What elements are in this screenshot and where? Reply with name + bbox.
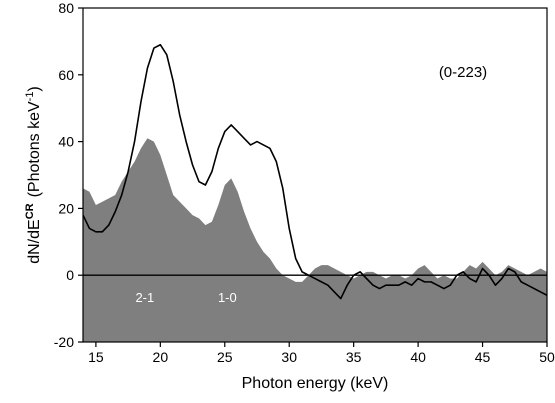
- x-tick-label: 40: [410, 349, 426, 365]
- plot-frame: [82, 7, 548, 343]
- y-axis-title: dN/dECR (Photons keV-1): [24, 86, 43, 264]
- y-tick-label: -20: [54, 334, 74, 350]
- filled-area-series: [83, 138, 547, 342]
- peak-label: 2-1: [135, 290, 154, 305]
- x-axis-title: Photon energy (keV): [242, 375, 389, 392]
- y-tick-label: 40: [58, 134, 74, 150]
- y-axis-title-superscript: CR: [24, 203, 36, 219]
- x-tick-label: 20: [153, 349, 169, 365]
- y-tick-label: 80: [58, 0, 74, 16]
- line-series: [83, 43, 547, 300]
- y-tick-label: 20: [58, 200, 74, 216]
- peak-label: 1-0: [218, 290, 237, 305]
- x-tick-label: 35: [346, 349, 362, 365]
- x-tick-label: 15: [88, 349, 104, 365]
- chart-annotation: (0-223): [439, 64, 487, 81]
- x-tick-label: 30: [281, 349, 297, 365]
- y-tick-label: 60: [58, 67, 74, 83]
- x-tick-label: 25: [217, 349, 233, 365]
- x-tick-label: 50: [539, 349, 555, 365]
- y-tick-label: 0: [66, 267, 74, 283]
- y-axis-title-unit-superscript: -1: [24, 92, 36, 102]
- y-axis-title-unit: (Photons keV: [26, 101, 43, 197]
- y-axis-title-close: ): [26, 86, 43, 91]
- x-tick-label: 45: [475, 349, 491, 365]
- y-axis-title-main: dN/dE: [26, 219, 43, 263]
